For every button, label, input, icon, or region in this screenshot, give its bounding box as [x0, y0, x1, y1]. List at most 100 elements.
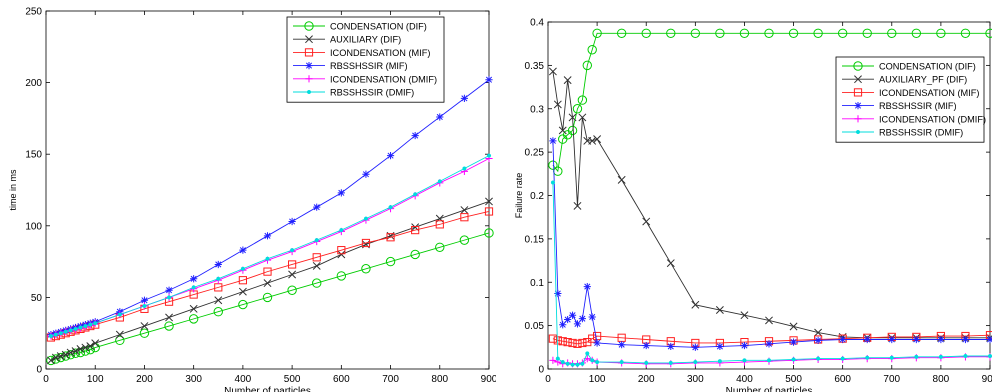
legend-label: ICONDENSATION (MIF)	[330, 48, 430, 58]
data-point	[914, 354, 919, 359]
data-point	[616, 28, 627, 38]
data-point	[188, 314, 199, 324]
y-tick-label: 50	[31, 293, 43, 304]
data-point	[435, 242, 445, 252]
data-point	[585, 351, 590, 356]
data-point	[93, 321, 98, 326]
legend-label: AUXILIARY_PF (DIF)	[879, 75, 967, 85]
data-point	[81, 343, 90, 352]
data-point	[312, 278, 322, 288]
data-point	[578, 315, 586, 323]
data-point	[573, 320, 582, 328]
series-5	[48, 153, 492, 339]
data-point	[165, 313, 174, 322]
data-point	[312, 261, 321, 270]
y-tick-label: 100	[25, 221, 42, 232]
y-tick-label: 0	[538, 365, 544, 376]
data-point	[191, 285, 196, 290]
data-point	[911, 28, 922, 38]
data-point	[840, 356, 845, 361]
legend-entry: RBSSHSSIR (DMIF)	[293, 88, 414, 98]
legend-marker	[304, 48, 314, 57]
data-point	[361, 238, 371, 248]
data-point	[336, 271, 347, 281]
x-tick-label: 600	[333, 374, 350, 385]
data-point	[690, 28, 701, 38]
data-point	[986, 335, 992, 344]
legend-label: CONDENSATION (DIF)	[330, 22, 427, 32]
data-point	[764, 28, 774, 38]
data-point	[567, 125, 578, 136]
data-point	[553, 100, 562, 109]
data-point	[46, 356, 55, 365]
data-point	[839, 335, 847, 344]
data-point	[312, 253, 321, 262]
y-tick-label: 0.15	[525, 234, 545, 245]
x-tick-label: 0	[43, 374, 49, 385]
data-point	[559, 321, 567, 329]
legend-entry: ICONDENSATION (DMIF)	[842, 114, 986, 124]
legend-marker	[854, 75, 862, 84]
data-point	[51, 354, 61, 364]
data-point	[238, 276, 247, 285]
data-point	[91, 339, 100, 348]
data-point	[190, 275, 198, 283]
data-point	[485, 197, 493, 206]
data-point	[263, 267, 272, 276]
data-point	[548, 334, 558, 343]
data-point	[693, 360, 698, 365]
data-point	[739, 28, 750, 38]
x-axis-label: Number of particles	[224, 386, 311, 392]
data-point	[388, 205, 393, 210]
data-point	[715, 28, 725, 38]
data-point	[937, 335, 945, 344]
data-point	[460, 206, 469, 215]
data-point	[862, 28, 872, 38]
data-point	[568, 113, 577, 122]
legend: CONDENSATION (DIF) AUXILIARY (DIF) ICONDEN…	[286, 16, 445, 103]
data-point	[413, 192, 418, 197]
legend-box	[286, 16, 445, 103]
series-2	[46, 207, 494, 342]
data-point	[573, 339, 582, 348]
data-point	[76, 344, 85, 353]
data-point	[582, 60, 592, 71]
y-tick-label: 250	[25, 7, 42, 18]
legend-entry: RBSSHSSIR (MIF)	[842, 101, 957, 111]
data-point	[666, 259, 675, 268]
data-point	[115, 335, 125, 346]
data-point	[814, 328, 823, 337]
data-point	[139, 328, 150, 338]
data-point	[577, 95, 588, 105]
data-point	[588, 334, 597, 343]
data-point	[578, 113, 587, 122]
data-point	[593, 339, 601, 347]
data-point	[572, 104, 583, 114]
legend-marker	[304, 21, 314, 31]
legend-label: AUXILIARY (DIF)	[330, 35, 401, 45]
data-point	[563, 76, 572, 85]
data-point	[987, 353, 992, 359]
data-point	[88, 322, 93, 327]
series-0	[46, 228, 494, 366]
data-point	[263, 232, 272, 240]
data-point	[568, 311, 577, 319]
data-point	[214, 296, 223, 305]
legend-label: ICONDENSATION (DMIF)	[330, 74, 437, 84]
data-point	[617, 175, 626, 184]
data-point	[555, 356, 560, 361]
chart-failure-rate: 0 100 200 300 400 500 600 700 800 900 0 0.05 0.1 0.15…	[514, 18, 992, 392]
data-point	[216, 276, 221, 281]
x-tick-label: 300	[687, 374, 704, 385]
data-point	[73, 326, 78, 331]
data-point	[791, 357, 796, 362]
data-point	[71, 347, 80, 356]
legend-label: CONDENSATION (DIF)	[879, 62, 976, 72]
legend-box	[835, 56, 985, 143]
data-point	[666, 28, 676, 38]
data-point	[435, 220, 444, 229]
x-tick-label: 700	[382, 374, 399, 385]
data-point	[740, 311, 749, 320]
legend-marker	[305, 35, 313, 44]
data-point	[78, 325, 83, 330]
